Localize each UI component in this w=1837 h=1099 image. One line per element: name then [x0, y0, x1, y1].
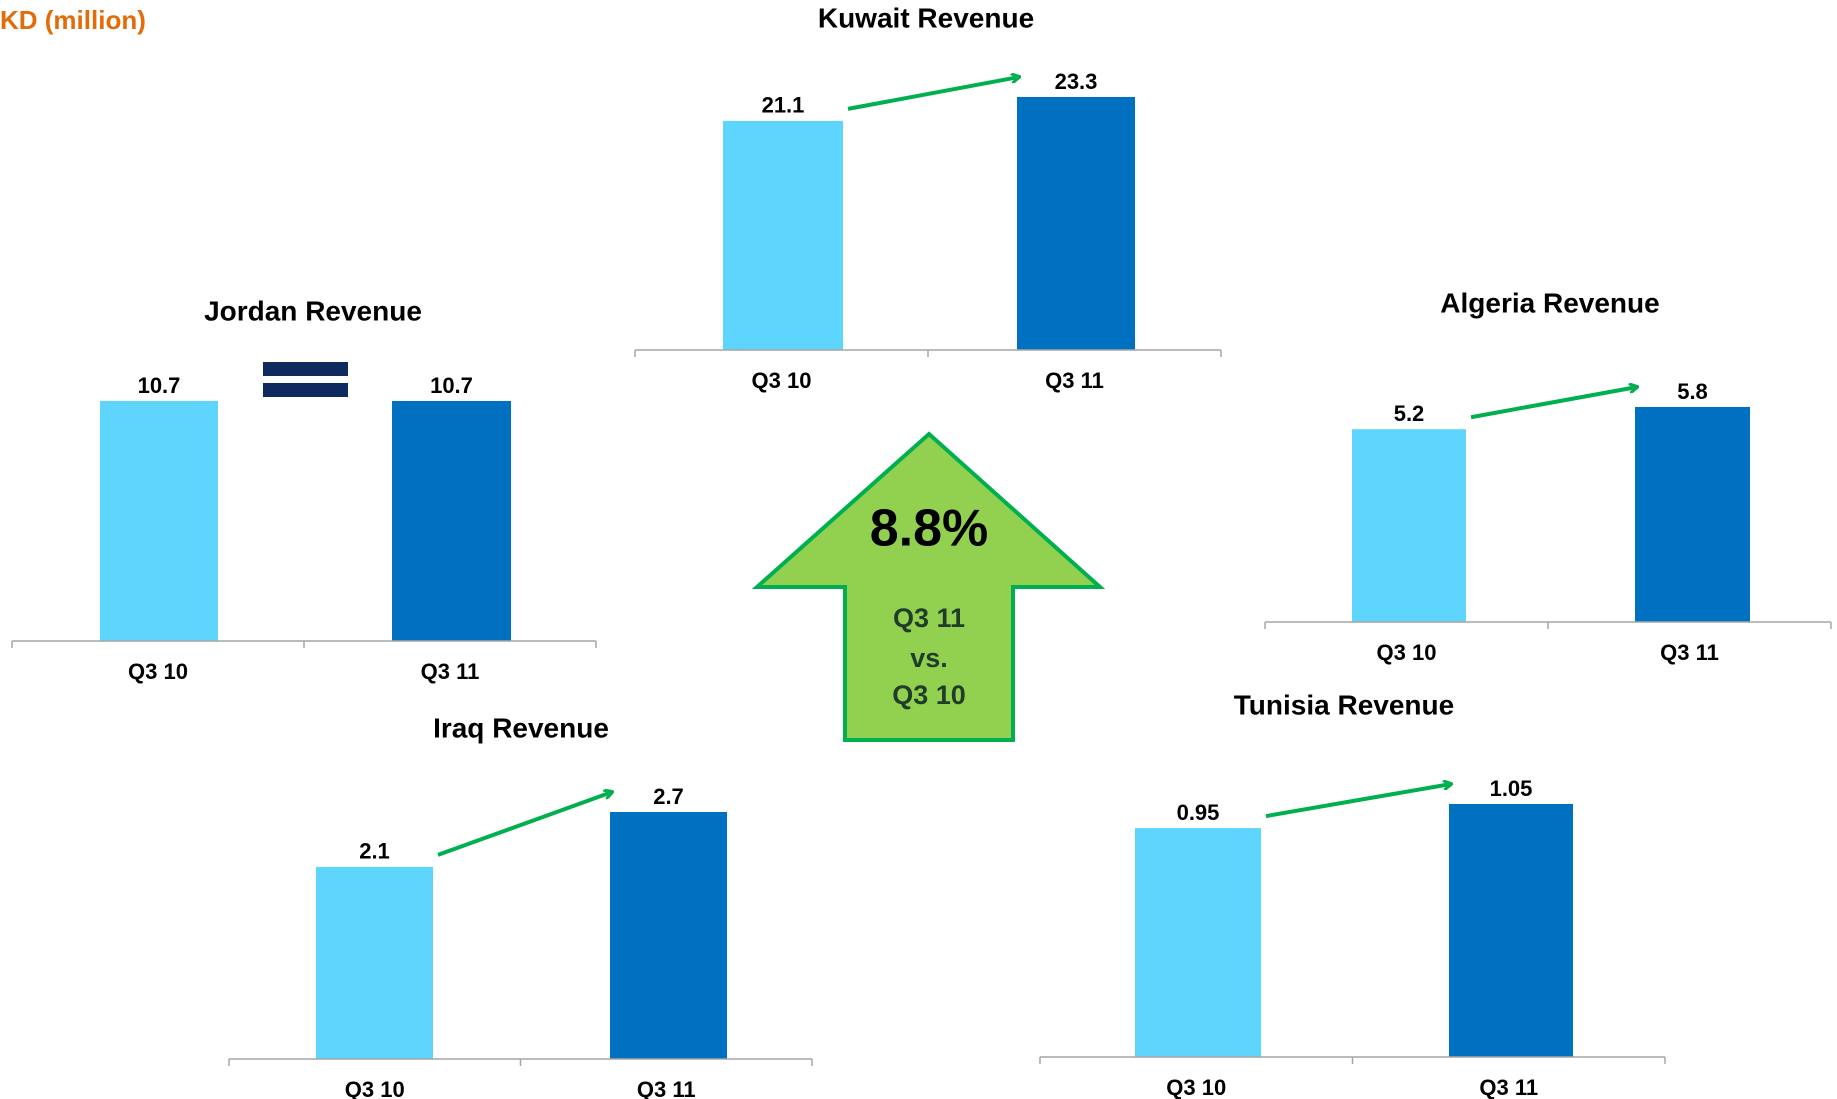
- bar: [392, 401, 511, 641]
- x-tick-label: Q3 11: [1045, 368, 1104, 393]
- bar: [723, 120, 843, 350]
- x-tick-label: Q3 10: [1166, 1075, 1226, 1099]
- bar: [100, 401, 218, 641]
- data-label: 10.7: [138, 373, 181, 398]
- x-tick-label: Q3 10: [752, 368, 812, 393]
- data-label: 5.2: [1394, 401, 1425, 426]
- x-tick-label: Q3 10: [1377, 640, 1437, 665]
- data-label: 23.3: [1055, 69, 1098, 94]
- data-label: 0.95: [1177, 800, 1220, 825]
- x-tick-label: Q3 11: [637, 1077, 696, 1099]
- chart-title: Jordan Revenue: [204, 295, 422, 326]
- bar: [316, 866, 433, 1059]
- x-tick-label: Q3 10: [128, 659, 188, 684]
- bar: [1635, 407, 1750, 622]
- chart-title: Kuwait Revenue: [818, 2, 1034, 33]
- x-tick-label: Q3 11: [1660, 640, 1719, 665]
- trend-arrow: [437, 792, 612, 857]
- x-tick-label: Q3 11: [1479, 1075, 1538, 1099]
- unit-label: KD (million): [0, 5, 146, 35]
- x-tick-label: Q3 10: [345, 1077, 405, 1099]
- callout-line: Q3 10: [892, 680, 966, 710]
- callout-line: Q3 11: [893, 603, 965, 633]
- x-tick-label: Q3 11: [421, 659, 480, 684]
- trend-arrow: [1470, 387, 1637, 420]
- trend-arrow: [847, 77, 1019, 111]
- bar: [1135, 828, 1261, 1057]
- bar: [1017, 97, 1135, 350]
- data-label: 10.7: [430, 373, 473, 398]
- data-label: 21.1: [762, 93, 805, 118]
- callout-headline: 8.8%: [870, 500, 989, 558]
- chart-title: Algeria Revenue: [1440, 287, 1659, 318]
- callout-line: vs.: [910, 643, 948, 673]
- data-label: 1.05: [1490, 776, 1533, 801]
- data-label: 2.7: [653, 784, 684, 809]
- chart-title: Tunisia Revenue: [1234, 689, 1454, 720]
- equal-sign: [263, 383, 348, 397]
- trend-arrow: [1265, 784, 1451, 819]
- chart-title: Iraq Revenue: [433, 712, 609, 743]
- bar: [1352, 429, 1466, 622]
- data-label: 2.1: [359, 839, 390, 864]
- equal-sign: [263, 362, 348, 376]
- growth-arrow: [751, 431, 1106, 742]
- bar: [1449, 804, 1573, 1057]
- bar: [610, 812, 727, 1059]
- data-label: 5.8: [1677, 379, 1708, 404]
